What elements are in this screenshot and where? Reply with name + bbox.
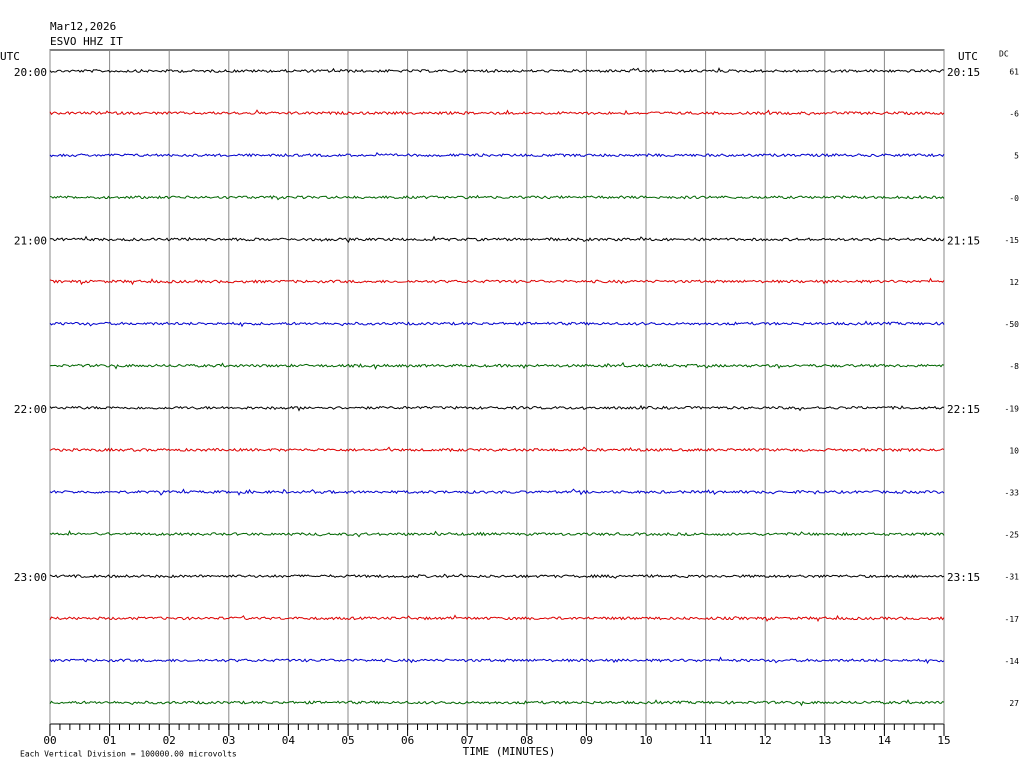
date: Mar12,2026: [50, 20, 116, 33]
right-time-label: 22:15: [947, 403, 980, 416]
dc-label: 10: [1009, 446, 1019, 455]
x-tick-label: 01: [103, 734, 116, 747]
dc-label: -14: [1005, 657, 1020, 666]
x-tick-label: 04: [282, 734, 296, 747]
dc-label: -17: [1005, 615, 1020, 624]
plot-frame: [49, 49, 945, 725]
dc-label: -31: [1005, 573, 1020, 582]
x-tick-label: 13: [818, 734, 831, 747]
dc-label: -25: [1005, 531, 1020, 540]
trace: [49, 446, 945, 453]
x-tick-label: 03: [222, 734, 235, 747]
left-time-label: 21:00: [14, 234, 47, 247]
dc-label: 5: [1014, 152, 1019, 161]
trace: [49, 109, 945, 116]
trace: [49, 235, 945, 244]
x-tick-label: 14: [878, 734, 892, 747]
x-tick-label: 08: [520, 734, 533, 747]
trace: [49, 699, 945, 707]
right-time-label: 23:15: [947, 571, 980, 584]
dc-label: -19: [1005, 404, 1020, 413]
trace: [49, 151, 945, 158]
station: ESVO HHZ IT: [50, 35, 123, 48]
dc-label: -8: [1009, 362, 1019, 371]
x-tick-label: 02: [163, 734, 176, 747]
dc-label: -33: [1005, 489, 1020, 498]
x-tick-label: 09: [580, 734, 593, 747]
left-time-label: 20:00: [14, 66, 47, 79]
trace: [49, 573, 945, 579]
left-time-label: 23:00: [14, 571, 47, 584]
dc-label: 27: [1009, 699, 1019, 708]
dc-label: -50: [1005, 320, 1020, 329]
right-time-label: 20:15: [947, 66, 980, 79]
trace: [49, 361, 945, 370]
x-tick-label: 05: [341, 734, 354, 747]
left-unit: UTC: [0, 50, 20, 63]
dc-label: -6: [1009, 110, 1019, 119]
x-tick-label: 07: [461, 734, 474, 747]
footer: Each Vertical Division = 100000.00 micro…: [20, 750, 237, 759]
dc-label: 61: [1009, 68, 1019, 77]
left-time-label: 22:00: [14, 403, 47, 416]
trace: [49, 320, 945, 328]
dc-label: 12: [1009, 278, 1019, 287]
x-tick-label: 15: [937, 734, 950, 747]
trace: [49, 529, 945, 538]
trace: [49, 404, 945, 412]
trace: [49, 67, 945, 74]
x-tick-label: 06: [401, 734, 414, 747]
x-tick-label: 12: [759, 734, 772, 747]
trace: [49, 488, 945, 496]
x-tick-label: 11: [699, 734, 712, 747]
trace: [49, 194, 945, 201]
trace: [49, 656, 945, 665]
trace: [49, 277, 945, 286]
x-tick-label: 00: [43, 734, 56, 747]
right-time-label: 21:15: [947, 234, 980, 247]
x-tick-label: 10: [639, 734, 652, 747]
dc-header: DC: [999, 50, 1009, 59]
dc-label: -15: [1005, 236, 1020, 245]
x-axis-label: TIME (MINUTES): [463, 745, 556, 758]
dc-label: -0: [1009, 194, 1019, 203]
right-unit: UTC: [958, 50, 978, 63]
trace: [49, 614, 945, 623]
